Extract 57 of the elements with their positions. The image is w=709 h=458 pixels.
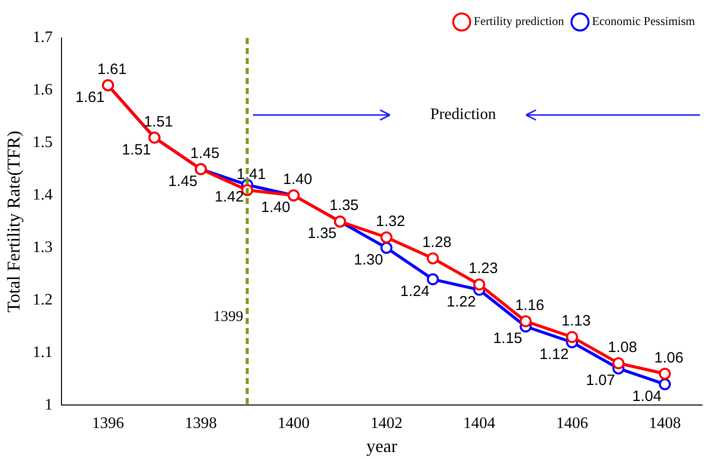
annotation: Prediction bbox=[430, 106, 496, 124]
point bbox=[612, 357, 624, 370]
data-label: 1.61 bbox=[75, 88, 105, 106]
y-tick-label: 1.2 bbox=[32, 291, 53, 308]
data-label: 1.40 bbox=[283, 171, 312, 188]
data-label: 1.40 bbox=[261, 199, 290, 216]
point bbox=[658, 368, 671, 380]
data-label: 1.16 bbox=[515, 296, 544, 314]
x-tick-label: 1400 bbox=[278, 415, 310, 432]
y-tick-label: 1.5 bbox=[32, 134, 53, 152]
x-tick-label: 1396 bbox=[92, 415, 124, 432]
data-label: 1.13 bbox=[561, 312, 591, 330]
y-tick-label: 1 bbox=[44, 396, 53, 414]
data-label: 1.51 bbox=[144, 113, 174, 130]
point bbox=[473, 278, 486, 291]
y-axis-title: Total Fertility Rate(TFR) bbox=[4, 130, 24, 312]
data-label: 1.35 bbox=[329, 197, 359, 214]
point bbox=[380, 231, 392, 244]
data-label: 1.04 bbox=[632, 388, 662, 405]
data-label: 1.08 bbox=[608, 338, 638, 356]
data-label: 1.07 bbox=[586, 372, 616, 390]
data-label: 1.30 bbox=[354, 251, 384, 268]
data-label: 1.35 bbox=[307, 225, 337, 242]
data-label: 1.51 bbox=[122, 141, 152, 158]
x-tick-label: 1406 bbox=[556, 415, 588, 432]
point bbox=[566, 331, 578, 344]
data-label: 1.32 bbox=[376, 212, 406, 230]
data-label: 1.15 bbox=[493, 330, 522, 348]
x-tick-label: 1402 bbox=[370, 415, 402, 432]
data-label: 1.06 bbox=[654, 349, 684, 366]
point bbox=[426, 252, 439, 264]
x-tick-label: 1408 bbox=[648, 415, 681, 432]
data-label: 1.61 bbox=[97, 60, 127, 78]
point bbox=[380, 242, 392, 254]
point bbox=[426, 273, 439, 286]
data-label: 1.42 bbox=[214, 188, 244, 206]
data-label: 1.23 bbox=[468, 260, 498, 278]
data-label: 1.45 bbox=[168, 172, 198, 190]
y-tick-label: 1.6 bbox=[32, 82, 53, 99]
x-tick-label: 1404 bbox=[463, 415, 496, 432]
data-label: 1.45 bbox=[190, 144, 220, 162]
y-tick-label: 1.1 bbox=[32, 344, 53, 361]
data-label: 1.41 bbox=[236, 166, 266, 183]
data-label: 1.24 bbox=[400, 282, 430, 300]
y-tick-label: 1.7 bbox=[32, 29, 53, 46]
x-tick-label: 1398 bbox=[184, 415, 217, 432]
point bbox=[520, 315, 532, 328]
data-label: 1.28 bbox=[422, 234, 452, 251]
y-tick-label: 1.3 bbox=[32, 239, 53, 256]
x-axis-title: year bbox=[366, 436, 398, 456]
y-tick-label: 1.4 bbox=[32, 186, 53, 204]
ref-line-label: 1399 bbox=[213, 309, 244, 326]
legend-label: Economic Pessimism bbox=[592, 14, 696, 28]
point bbox=[658, 378, 671, 390]
legend-label: Fertility prediction bbox=[474, 14, 564, 28]
data-label: 1.12 bbox=[539, 346, 569, 363]
data-label: 1.22 bbox=[446, 293, 476, 310]
